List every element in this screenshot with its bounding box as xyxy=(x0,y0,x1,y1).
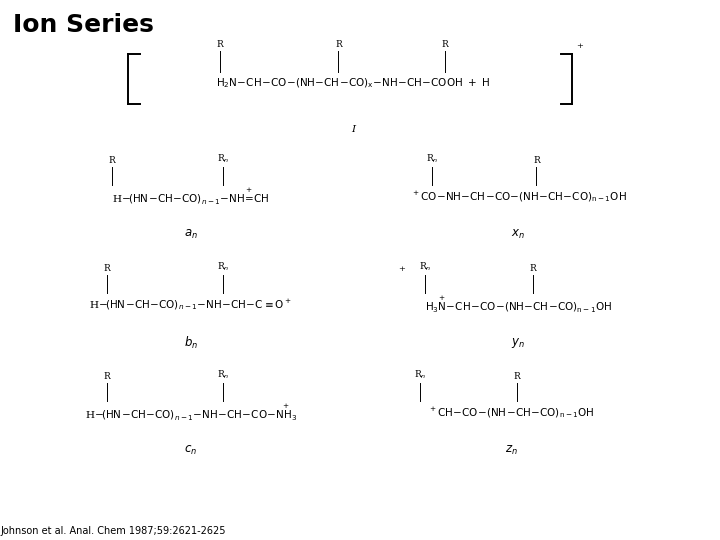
Text: R$_n$: R$_n$ xyxy=(217,152,230,165)
Text: $\mathit{y}_n$: $\mathit{y}_n$ xyxy=(511,336,526,350)
Text: R$_n$: R$_n$ xyxy=(413,368,426,381)
Text: +: + xyxy=(576,42,583,50)
Text: R: R xyxy=(335,39,342,49)
Text: R: R xyxy=(513,372,521,381)
Text: R: R xyxy=(441,39,449,49)
Text: $\mathrm{H_2N\!-\!CH\!-\!CO\!-\!\left(NH\!-\!CH\!-\!CO\right)_x\!-\!NH\!-\!CH\!-: $\mathrm{H_2N\!-\!CH\!-\!CO\!-\!\left(NH… xyxy=(216,77,490,91)
Text: $\mathit{b}_n$: $\mathit{b}_n$ xyxy=(184,335,198,351)
Text: $\mathrm{{}^+CO\!-\!NH\!-\!CH\!-\!CO\!-\!\left(NH\!-\!CH\!-\!CO\right)_{n-1}OH}$: $\mathrm{{}^+CO\!-\!NH\!-\!CH\!-\!CO\!-\… xyxy=(410,190,626,205)
Text: R: R xyxy=(529,264,536,273)
Text: R$_n$: R$_n$ xyxy=(418,260,431,273)
Text: R$_n$: R$_n$ xyxy=(217,368,230,381)
Text: H$-\!\left(\mathrm{HN\!-\!CH\!-\!CO}\right)_{n-1}\!-\!\mathrm{NH\!-\!CH\!-\!CO\!: H$-\!\left(\mathrm{HN\!-\!CH\!-\!CO}\rig… xyxy=(85,403,297,423)
Text: H$-\!\left(\mathrm{HN\!-\!CH\!-\!CO}\right)_{n-1}\!-\!\mathrm{NH\!-\!CH\!-\!C{\e: H$-\!\left(\mathrm{HN\!-\!CH\!-\!CO}\rig… xyxy=(89,298,292,313)
Text: $\mathit{z}_n$: $\mathit{z}_n$ xyxy=(505,444,518,457)
Text: R: R xyxy=(103,264,110,273)
Text: Ion Series: Ion Series xyxy=(13,14,154,37)
Text: $\mathit{c}_n$: $\mathit{c}_n$ xyxy=(184,444,197,457)
Text: H$-\!\left(\mathrm{HN\!-\!CH\!-\!CO}\right)_{n-1}\!-\!\overset{+}{\mathrm{NH\!=\: H$-\!\left(\mathrm{HN\!-\!CH\!-\!CO}\rig… xyxy=(112,187,269,207)
Text: R: R xyxy=(103,372,110,381)
Text: $\mathrm{{}^+CH\!-\!CO\!-\!\left(NH\!-\!CH\!-\!CO\right)_{n-1}OH}$: $\mathrm{{}^+CH\!-\!CO\!-\!\left(NH\!-\!… xyxy=(428,406,595,421)
Text: I: I xyxy=(351,125,355,134)
Text: $\mathrm{H_3\overset{+}{N}\!-\!CH\!-\!CO\!-\!\left(NH\!-\!CH\!-\!CO\right)_{n-1}: $\mathrm{H_3\overset{+}{N}\!-\!CH\!-\!CO… xyxy=(425,295,612,315)
Text: R$_n$: R$_n$ xyxy=(217,260,230,273)
Text: $\mathit{a}_n$: $\mathit{a}_n$ xyxy=(184,228,198,241)
Text: R: R xyxy=(108,156,115,165)
Text: Johnson et al. Anal. Chem 1987;59:2621-2625: Johnson et al. Anal. Chem 1987;59:2621-2… xyxy=(0,525,225,536)
Text: R: R xyxy=(216,39,223,49)
Text: +: + xyxy=(398,265,405,273)
Text: R$_n$: R$_n$ xyxy=(426,152,438,165)
Text: $\mathit{x}_n$: $\mathit{x}_n$ xyxy=(511,228,526,241)
Text: R: R xyxy=(533,156,540,165)
